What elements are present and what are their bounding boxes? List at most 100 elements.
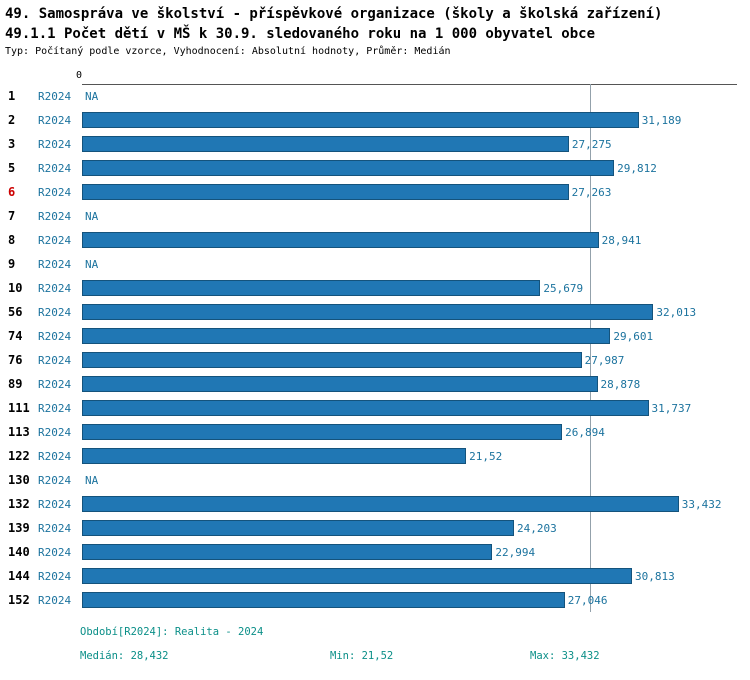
chart-row: 10 R2024 25,679 bbox=[0, 276, 750, 300]
chart-row: 6 R2024 27,263 bbox=[0, 180, 750, 204]
series-period-label: R2024 bbox=[38, 497, 72, 511]
row-id-label: 113 bbox=[8, 425, 30, 439]
chart-row: 152 R2024 27,046 bbox=[0, 588, 750, 612]
row-id-label: 144 bbox=[8, 569, 30, 583]
series-period-label: R2024 bbox=[38, 593, 72, 607]
chart-header: 49. Samospráva ve školství - příspěvkové… bbox=[0, 0, 750, 60]
value-label: 27,263 bbox=[571, 185, 612, 199]
chart-subtitle: 49.1.1 Počet dětí v MŠ k 30.9. sledované… bbox=[5, 26, 596, 42]
chart-row: 9 R2024 NA bbox=[0, 252, 750, 276]
value-bar bbox=[82, 496, 679, 512]
value-label: NA bbox=[85, 257, 99, 271]
bar-area: 33,432 bbox=[82, 492, 750, 516]
value-label: NA bbox=[85, 209, 99, 223]
value-bar bbox=[82, 280, 541, 296]
bar-area: 27,046 bbox=[82, 588, 750, 612]
value-bar bbox=[82, 160, 615, 176]
series-period-label: R2024 bbox=[38, 89, 72, 103]
series-period-label: R2024 bbox=[38, 545, 72, 559]
value-label: 24,203 bbox=[517, 521, 557, 535]
bar-chart: 1 R2024 NA 2 R2024 31,189 3 R2024 27,275 5 R2024 29… bbox=[0, 84, 750, 612]
chart-row: 2 R2024 31,189 bbox=[0, 108, 750, 132]
value-label: 30,813 bbox=[635, 569, 675, 583]
bar-area: 24,203 bbox=[82, 516, 750, 540]
chart-row: 140 R2024 22,994 bbox=[0, 540, 750, 564]
bar-area: 31,737 bbox=[82, 396, 750, 420]
series-period-label: R2024 bbox=[38, 137, 72, 151]
series-period-label: R2024 bbox=[38, 569, 72, 583]
bar-area: 29,812 bbox=[82, 156, 750, 180]
row-id-label: 10 bbox=[8, 281, 23, 295]
series-period-label: R2024 bbox=[38, 377, 72, 391]
chart-row: 89 R2024 28,878 bbox=[0, 372, 750, 396]
value-label: NA bbox=[85, 89, 99, 103]
chart-row: 7 R2024 NA bbox=[0, 204, 750, 228]
chart-row: 8 R2024 28,941 bbox=[0, 228, 750, 252]
row-id-label: 132 bbox=[8, 497, 30, 511]
value-label: 27,987 bbox=[584, 353, 625, 367]
series-period-label: R2024 bbox=[38, 521, 72, 535]
bar-area: 29,601 bbox=[82, 324, 750, 348]
row-id-label: 9 bbox=[8, 257, 16, 271]
row-id-label: 3 bbox=[8, 137, 16, 151]
row-id-label: 8 bbox=[8, 233, 16, 247]
value-label: 25,679 bbox=[543, 281, 584, 295]
bar-area: NA bbox=[82, 84, 750, 108]
chart-row: 111 R2024 31,737 bbox=[0, 396, 750, 420]
bar-area: 25,679 bbox=[82, 276, 750, 300]
series-period-label: R2024 bbox=[38, 233, 72, 247]
value-bar bbox=[82, 328, 611, 344]
series-period-label: R2024 bbox=[38, 329, 72, 343]
series-period-label: R2024 bbox=[38, 473, 72, 487]
value-bar bbox=[82, 232, 599, 248]
legend-period: Období[R2024]: Realita - 2024 bbox=[80, 626, 264, 638]
x-axis-header: 0 bbox=[0, 60, 750, 84]
bar-area: 28,941 bbox=[82, 228, 750, 252]
chart-row: 3 R2024 27,275 bbox=[0, 132, 750, 156]
value-bar bbox=[82, 376, 598, 392]
bar-area: NA bbox=[82, 204, 750, 228]
chart-row: 130 R2024 NA bbox=[0, 468, 750, 492]
bar-area: NA bbox=[82, 468, 750, 492]
bar-area: 30,813 bbox=[82, 564, 750, 588]
chart-legend: Období[R2024]: Realita - 2024 Medián: 28… bbox=[80, 626, 750, 662]
series-period-label: R2024 bbox=[38, 209, 72, 223]
value-bar bbox=[82, 352, 582, 368]
bar-area: 27,987 bbox=[82, 348, 750, 372]
series-period-label: R2024 bbox=[38, 113, 72, 127]
row-id-label: 122 bbox=[8, 449, 30, 463]
chart-row: 5 R2024 29,812 bbox=[0, 156, 750, 180]
chart-row: 76 R2024 27,987 bbox=[0, 348, 750, 372]
value-bar bbox=[82, 544, 493, 560]
chart-row: 113 R2024 26,894 bbox=[0, 420, 750, 444]
bar-area: 27,275 bbox=[82, 132, 750, 156]
value-bar bbox=[82, 592, 565, 608]
row-id-label: 130 bbox=[8, 473, 30, 487]
value-bar bbox=[82, 136, 569, 152]
value-bar bbox=[82, 448, 467, 464]
bar-area: 32,013 bbox=[82, 300, 750, 324]
value-bar bbox=[82, 424, 563, 440]
report-page: 49. Samospráva ve školství - příspěvkové… bbox=[0, 0, 750, 662]
chart-row: 74 R2024 29,601 bbox=[0, 324, 750, 348]
series-period-label: R2024 bbox=[38, 425, 72, 439]
value-label: 32,013 bbox=[656, 305, 697, 319]
legend-max: Max: 33,432 bbox=[530, 650, 600, 662]
row-id-label: 152 bbox=[8, 593, 30, 607]
bar-area: 31,189 bbox=[82, 108, 750, 132]
row-id-label: 140 bbox=[8, 545, 30, 559]
row-id-label: 89 bbox=[8, 377, 23, 391]
legend-stats: Medián: 28,432 Min: 21,52 Max: 33,432 bbox=[80, 650, 750, 662]
series-period-label: R2024 bbox=[38, 281, 72, 295]
value-label: NA bbox=[85, 473, 99, 487]
value-label: 27,046 bbox=[567, 593, 608, 607]
chart-title: 49. Samospráva ve školství - příspěvkové… bbox=[5, 6, 663, 22]
row-id-label: 5 bbox=[8, 161, 16, 175]
value-bar bbox=[82, 304, 654, 320]
bar-area: 21,52 bbox=[82, 444, 750, 468]
row-id-label: 111 bbox=[8, 401, 30, 415]
value-label: 28,941 bbox=[601, 233, 642, 247]
row-id-label: 56 bbox=[8, 305, 23, 319]
row-id-label: 76 bbox=[8, 353, 23, 367]
bar-area: 28,878 bbox=[82, 372, 750, 396]
